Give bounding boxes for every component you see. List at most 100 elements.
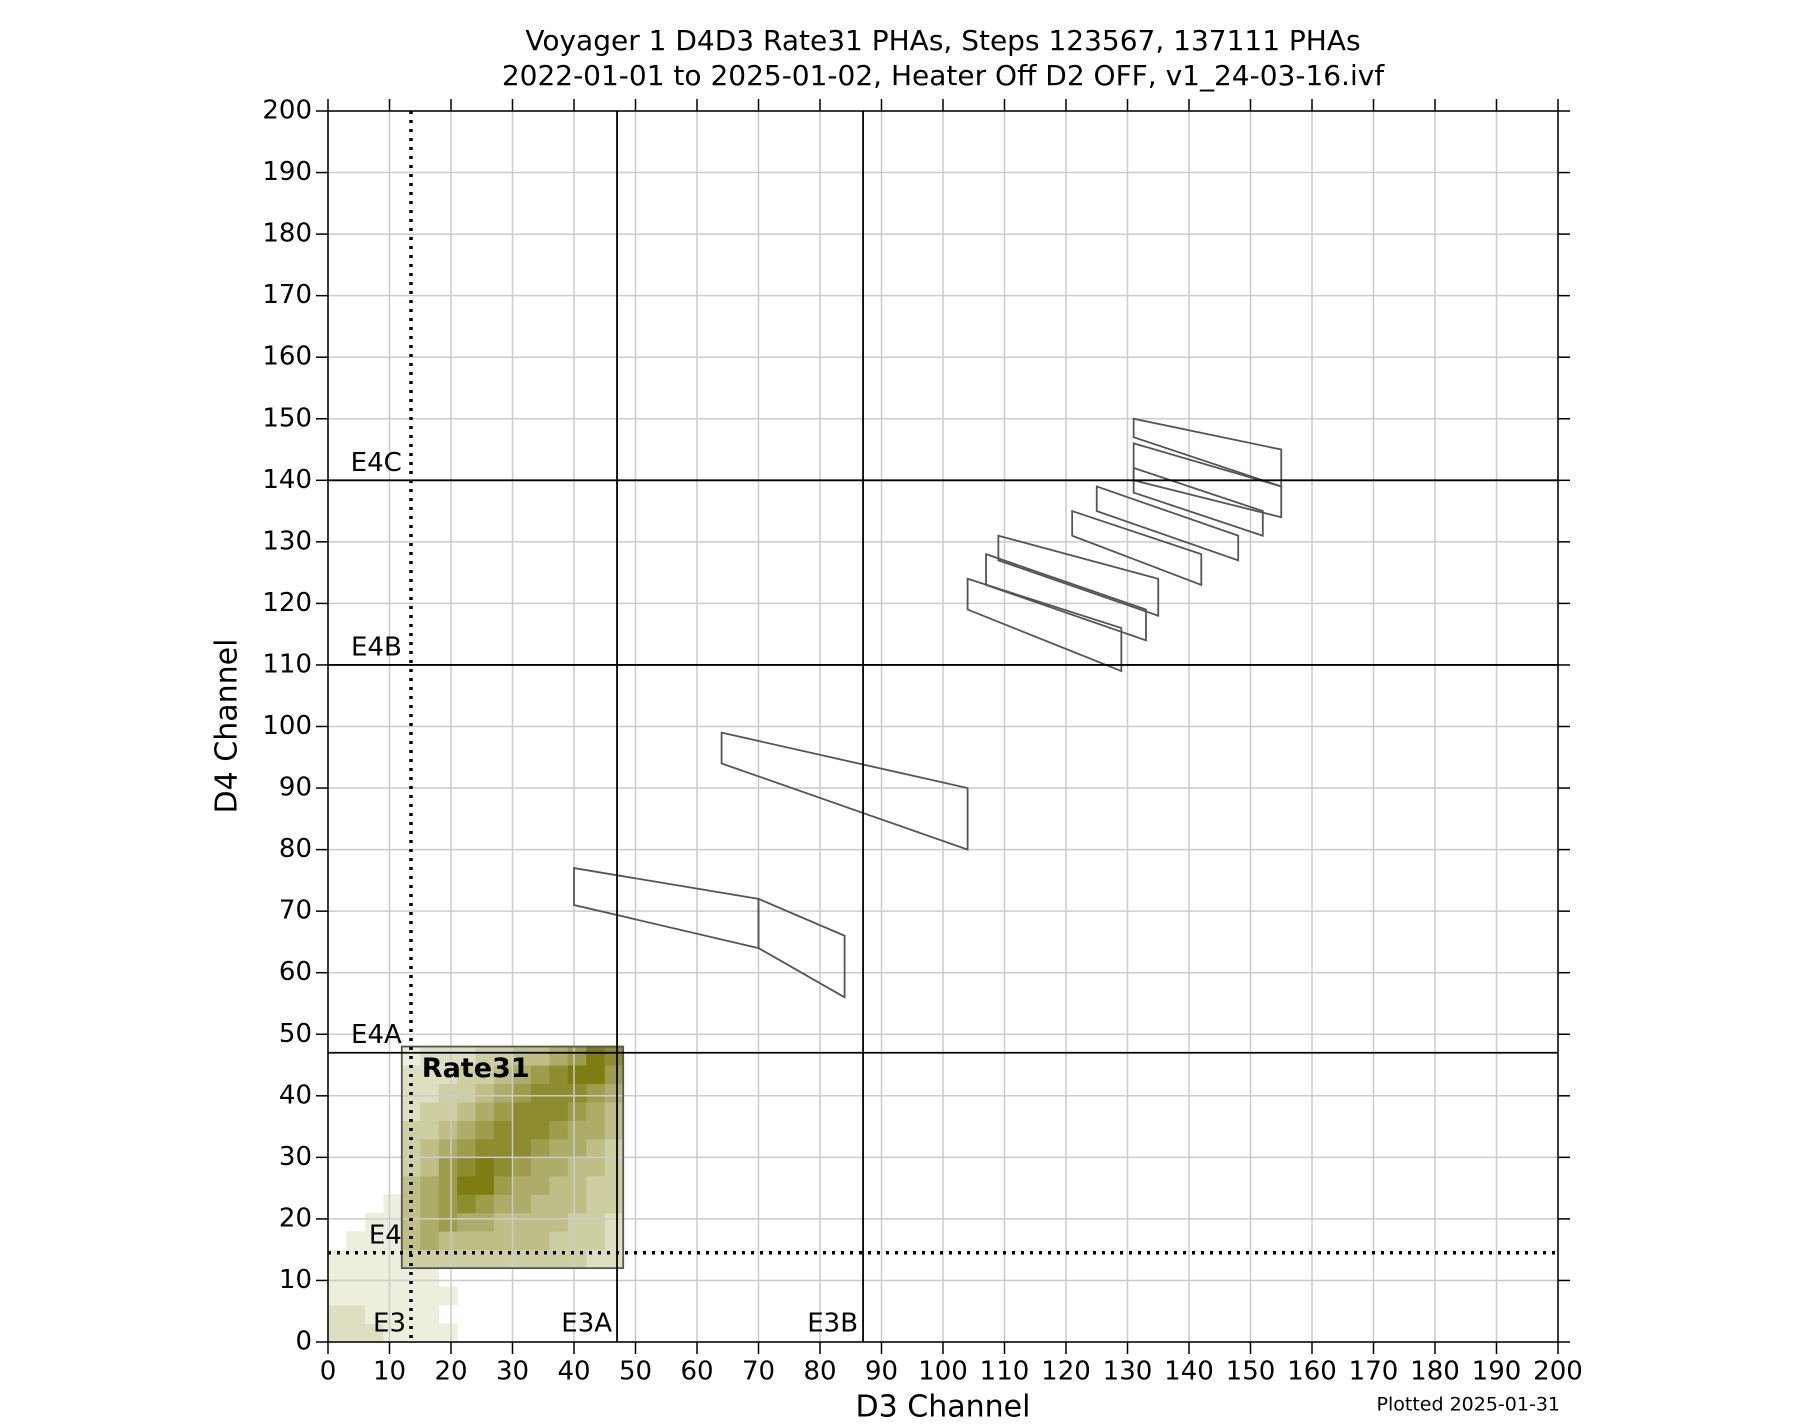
heat-cell	[401, 1323, 421, 1343]
heat-cell	[512, 1157, 532, 1177]
region-box	[757, 897, 846, 999]
heat-cell	[549, 1175, 569, 1195]
heat-cell	[420, 1157, 440, 1177]
heat-cell	[604, 1157, 624, 1177]
heat-cell	[604, 1065, 624, 1084]
heat-cell	[549, 1083, 569, 1103]
heat-cell	[586, 1175, 606, 1195]
heat-cell	[438, 1157, 458, 1177]
heat-cell	[586, 1157, 606, 1177]
heat-cell	[346, 1305, 366, 1325]
y-axis-label: D4 Channel	[210, 639, 245, 814]
heat-cell	[401, 1231, 421, 1251]
heat-cell	[438, 1194, 458, 1214]
x-tick-label: 190	[1472, 1357, 1522, 1387]
threshold-label: E3A	[561, 1309, 612, 1339]
heat-cell	[512, 1212, 532, 1232]
plot-frame	[327, 110, 1559, 1343]
heat-cell	[420, 1083, 440, 1103]
heat-cell	[530, 1231, 550, 1251]
heat-cell	[512, 1194, 532, 1214]
heat-cell	[383, 1212, 403, 1232]
heat-cell	[420, 1212, 440, 1232]
heat-cell	[567, 1212, 587, 1232]
heat-cell	[346, 1249, 366, 1269]
x-tick-label: 80	[803, 1357, 836, 1387]
heat-cell	[494, 1231, 513, 1251]
heat-cell	[420, 1101, 440, 1121]
y-tick-label: 170	[262, 280, 312, 310]
heat-cell	[549, 1101, 569, 1121]
heat-cell	[401, 1305, 421, 1325]
y-tick-label: 10	[279, 1265, 312, 1295]
y-tick-label: 160	[262, 342, 312, 372]
threshold-label: E4A	[351, 1020, 402, 1050]
y-tick-label: 120	[262, 588, 312, 618]
heat-cell	[604, 1101, 624, 1121]
heat-cell	[457, 1175, 477, 1195]
region-box	[1132, 417, 1283, 488]
heat-cell	[383, 1268, 403, 1288]
region-box	[1132, 466, 1264, 537]
heat-cell	[383, 1231, 403, 1251]
y-tick-label: 150	[262, 403, 312, 433]
heat-cell	[364, 1231, 384, 1251]
threshold-label: E3	[373, 1309, 406, 1339]
heat-cell	[494, 1046, 513, 1066]
heat-cell	[549, 1249, 569, 1269]
region-box	[1132, 442, 1283, 519]
heat-cell	[549, 1120, 569, 1140]
y-tick-label: 0	[295, 1327, 312, 1357]
heat-cell	[438, 1120, 458, 1140]
heat-cell	[457, 1120, 477, 1140]
heat-cell	[475, 1138, 495, 1158]
heat-cell	[475, 1157, 495, 1177]
heat-cell	[530, 1175, 550, 1195]
heat-cell	[567, 1138, 587, 1158]
region-box	[966, 577, 1123, 673]
heat-cell	[420, 1065, 440, 1084]
heat-cell	[438, 1286, 458, 1306]
heat-cell	[475, 1249, 495, 1269]
x-tick-label: 180	[1410, 1357, 1460, 1387]
heat-cell	[549, 1065, 569, 1084]
heat-cell	[420, 1305, 440, 1325]
heat-cell	[586, 1083, 606, 1103]
heat-cell	[328, 1305, 347, 1325]
rate-box	[400, 1045, 625, 1270]
threshold-label: E3B	[807, 1309, 858, 1339]
heat-cell	[420, 1138, 440, 1158]
heat-cell	[549, 1157, 569, 1177]
x-tick-label: 100	[918, 1357, 968, 1387]
heat-cell	[420, 1046, 440, 1066]
heat-cell	[567, 1120, 587, 1140]
heat-cell	[401, 1249, 421, 1269]
heat-cell	[549, 1231, 569, 1251]
x-tick-label: 0	[320, 1357, 337, 1387]
heat-cell	[586, 1212, 606, 1232]
heat-cell	[567, 1083, 587, 1103]
x-tick-label: 90	[865, 1357, 898, 1387]
heat-cell	[604, 1120, 624, 1140]
heat-cell	[512, 1046, 532, 1066]
chart-title: Voyager 1 D4D3 Rate31 PHAs, Steps 123567…	[525, 24, 1360, 57]
heat-cell	[383, 1305, 403, 1325]
heat-cell	[475, 1065, 495, 1084]
y-tick-label: 20	[279, 1203, 312, 1233]
heat-cell	[494, 1194, 513, 1214]
x-tick-label: 120	[1041, 1357, 1091, 1387]
heat-cell	[420, 1120, 440, 1140]
heat-cell	[530, 1157, 550, 1177]
heat-cell	[401, 1175, 421, 1195]
heat-cell	[494, 1065, 513, 1084]
heat-cell	[475, 1194, 495, 1214]
heat-cell	[475, 1083, 495, 1103]
heat-cell	[604, 1231, 624, 1251]
heat-cell	[346, 1268, 366, 1288]
heat-cell	[328, 1286, 347, 1306]
x-tick-label: 10	[373, 1357, 406, 1387]
y-tick-label: 90	[279, 773, 312, 803]
y-tick-label: 40	[279, 1080, 312, 1110]
heat-cell	[420, 1249, 440, 1269]
heat-cell	[346, 1286, 366, 1306]
